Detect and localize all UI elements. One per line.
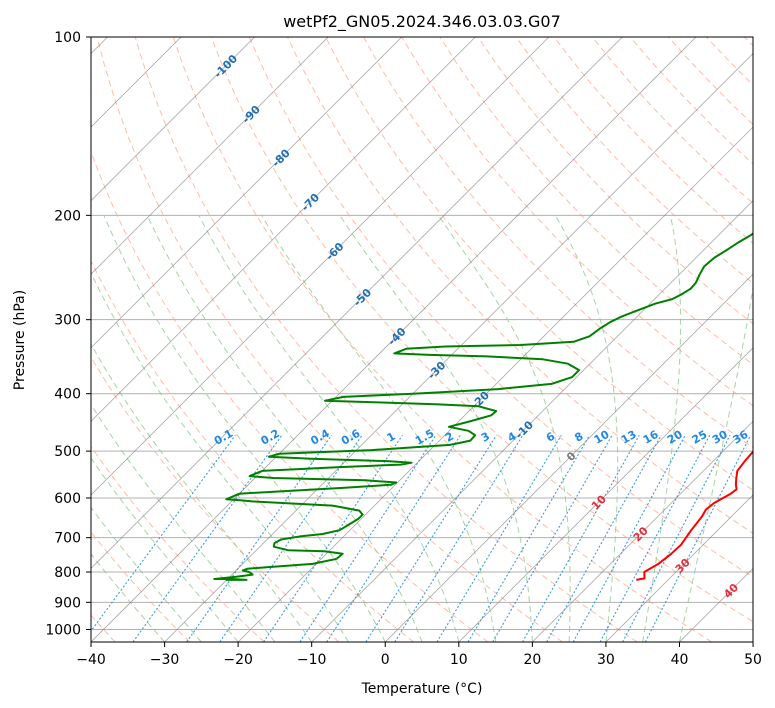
x-tick-label: 30 [597,652,615,668]
isotherm-line [91,37,623,570]
dry-adiabat [210,37,753,623]
moist-adiabat [554,215,619,642]
mixing-ratio-line [436,434,562,642]
mixing-ratio-line [522,434,640,642]
mixing-ratio-line [91,434,236,632]
y-tick-label: 700 [54,531,81,547]
dry-adiabat [248,37,753,578]
moist-adiabat [91,457,239,642]
y-tick-label: 900 [54,595,81,611]
isotherm-line [164,52,753,642]
isotherm-line [605,494,753,642]
y-tick-label: 300 [54,313,81,329]
isotherm-line [237,126,753,642]
isotherm-line [91,37,329,275]
moist-adiabat [437,215,571,642]
mixing-ratio-line [622,434,731,642]
isotherm-line [311,200,753,642]
x-tick-label: −40 [76,652,106,668]
profile-lines [213,232,753,581]
y-tick-label: 400 [54,387,81,403]
dry-adiabat [134,37,638,642]
isotherm-line [91,37,403,349]
x-tick-label: 0 [381,652,390,668]
dry-adiabat [287,37,753,534]
moist-adiabat [261,215,497,642]
y-tick-label: 100 [54,30,81,46]
axis-ticks: −40 −30 −20 −10 0 10 20 30 40 50 100 200 300 400 500 60… [45,30,762,668]
x-tick-label: 40 [671,652,689,668]
moist-adiabat [91,506,202,642]
x-tick-label: −10 [297,652,327,668]
mixing-ratio-line [132,434,283,642]
moist-adiabat [198,215,460,642]
y-tick-label: 1000 [45,622,81,638]
mixing-ratio-line [546,434,662,642]
x-tick-label: 50 [744,652,762,668]
dry-adiabat [172,37,713,642]
moist-adiabat [642,215,682,642]
dry-adiabat [91,445,265,642]
y-tick-label: 500 [54,444,81,460]
mixing-ratio-line [599,434,711,642]
plot-frame [90,36,754,643]
dry-adiabat [96,37,563,642]
isotherm-line [91,37,550,496]
dry-adiabat [515,37,753,284]
isotherm-line [91,37,697,642]
dry-adiabat [325,37,753,491]
mixing-ratio-line [299,434,437,642]
isotherm-line [384,273,753,642]
mixing-ratio-line [365,434,497,642]
temperature-profile-line [636,449,753,581]
isotherm-line [91,37,476,422]
moist-adiabat [91,343,313,642]
mixing-ratio-line [263,434,403,642]
isotherm-line [91,37,255,202]
mixing-ratio-line [572,434,686,642]
moist-adiabat [91,403,276,642]
x-tick-label: −30 [150,652,180,668]
moist-adiabat [339,215,533,642]
y-tick-label: 800 [54,565,81,581]
mixing-ratio-line [326,434,461,642]
mixing-ratio-line [394,434,524,642]
mixing-ratio-line [644,434,752,642]
dry-adiabat [91,356,340,642]
y-tick-label: 600 [54,491,81,507]
moist-adiabat [103,215,386,642]
x-tick-label: 20 [523,652,541,668]
x-tick-label: −20 [223,652,253,668]
isotherm-line [532,420,753,642]
chart-title: wetPf2_GN05.2024.346.03.03.G07 [283,12,561,32]
dewpoint-profile-line [213,232,753,581]
y-tick-label: 200 [54,208,81,224]
x-axis-title: Temperature (°C) [361,681,483,697]
dry-adiabat [91,259,414,642]
moist-adiabat [679,284,753,642]
y-axis-title: Pressure (hPa) [12,290,28,390]
x-tick-label: 10 [450,652,468,668]
isotherm-line [458,347,753,642]
